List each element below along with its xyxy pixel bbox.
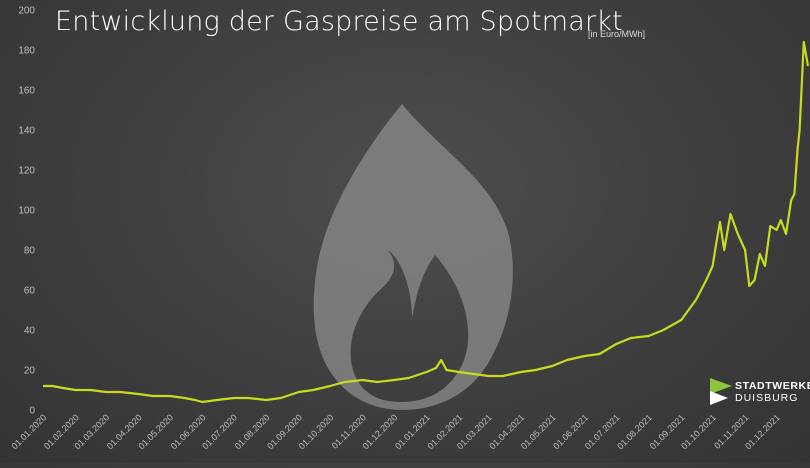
y-tick-label: 20 <box>24 366 36 377</box>
logo-mark-icon <box>710 378 732 405</box>
stadtwerke-logo: STADTWERKE DUISBURG <box>708 376 810 410</box>
y-tick-label: 200 <box>18 6 35 17</box>
y-tick-label: 0 <box>29 406 35 417</box>
y-tick-label: 180 <box>18 46 35 57</box>
chart-title: Entwicklung der Gaspreise am Spotmarkt <box>55 6 623 37</box>
price-series-line <box>43 40 810 404</box>
logo-text-line2: DUISBURG <box>735 392 799 404</box>
y-tick-label: 140 <box>18 126 35 137</box>
logo-text-line1: STADTWERKE <box>735 380 810 392</box>
y-tick-label: 40 <box>24 326 36 337</box>
y-tick-label: 100 <box>18 206 35 217</box>
y-tick-label: 120 <box>18 166 35 177</box>
y-tick-label: 160 <box>18 86 35 97</box>
y-axis-ticks: 0 20 40 60 80 100 120 140 160 180 200 <box>18 6 35 417</box>
chart-unit-label: [in Euro/MWh] <box>588 29 646 39</box>
y-tick-label: 80 <box>24 246 36 257</box>
flame-watermark-icon <box>313 104 513 410</box>
x-axis-ticks: 01.01.202001.02.202001.03.202001.04.2020… <box>9 412 781 451</box>
y-tick-label: 60 <box>24 286 36 297</box>
